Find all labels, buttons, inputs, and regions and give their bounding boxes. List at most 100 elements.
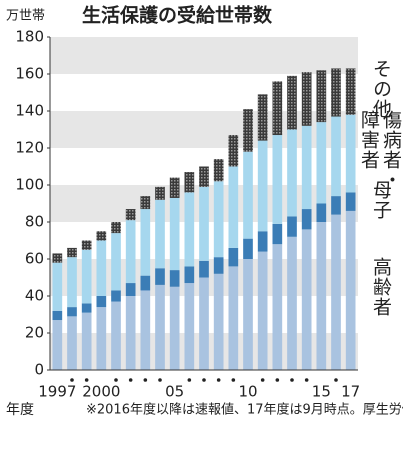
bar-segment [169, 270, 180, 287]
bar-segment [125, 209, 136, 221]
x-dot [231, 378, 236, 382]
x-dot [275, 378, 280, 382]
bar-segment [96, 240, 107, 296]
bar-segment [184, 283, 195, 370]
bar-segment [345, 114, 356, 193]
x-dot [304, 378, 309, 382]
bar-segment [272, 244, 283, 370]
bar-segment [67, 257, 77, 308]
grid-band [50, 111, 358, 148]
bar-segment [287, 129, 297, 217]
x-tick-label: 05 [165, 383, 184, 401]
bar-segment [52, 253, 63, 263]
bar-segment [140, 275, 151, 291]
y-tick-label: 140 [15, 102, 44, 120]
bar-segment [125, 296, 136, 370]
y-tick-label: 20 [25, 324, 44, 342]
note: ※2016年度以降は速報値、17年度は9月時点。厚生労働省の集計による [86, 402, 403, 418]
chart-title: 生活保護の受給世帯数 [82, 4, 273, 27]
y-tick-label: 40 [25, 287, 44, 305]
bar-segment [169, 197, 180, 271]
bar-segment [199, 277, 209, 370]
bar-segment [301, 125, 312, 210]
legend-label: その他 [370, 58, 392, 119]
y-tick-label: 80 [25, 213, 44, 231]
bar-segment [169, 177, 180, 198]
bar-segment [316, 122, 327, 204]
x-dot [260, 378, 265, 382]
bar-segment [243, 151, 253, 239]
x-dot [143, 378, 148, 382]
x-tick-label: 1997 [38, 383, 76, 401]
bar-segment [228, 247, 239, 267]
bar-segment [199, 166, 209, 187]
bar-segment [272, 223, 283, 245]
bar-segment [301, 229, 312, 370]
bar-segment [81, 303, 92, 313]
grid-band [50, 37, 358, 74]
bar-segment [184, 266, 195, 284]
y-tick-label: 180 [15, 28, 44, 46]
bar-segment [257, 251, 268, 370]
y-tick-label: 60 [25, 250, 44, 268]
legend-label: 傷病者・障害者 [358, 109, 402, 190]
bar-segment [213, 273, 224, 370]
bar-segment [52, 320, 63, 370]
bar-segment [228, 166, 239, 248]
bar-segment [155, 199, 165, 269]
y-unit: 万世帯 [6, 9, 45, 24]
y-tick-label: 0 [34, 361, 44, 379]
bar-segment [272, 135, 283, 224]
bar-segment [67, 247, 77, 258]
bar-segment [228, 266, 239, 370]
bar-segment [257, 231, 268, 252]
x-dot [114, 378, 118, 382]
legend-label: 高齢者 [370, 257, 392, 318]
x-dot [334, 378, 338, 382]
bar-segment [81, 240, 92, 250]
bar-segment [331, 68, 341, 117]
x-dot [216, 378, 221, 382]
x-dot [158, 378, 162, 382]
x-dot [290, 378, 294, 382]
bar-segment [125, 220, 136, 284]
bar-segment [125, 283, 136, 296]
x-dot [128, 378, 133, 382]
bar-segment [52, 310, 63, 321]
x-tick-label: 15 [312, 383, 331, 401]
bar-segment [257, 140, 268, 232]
bar-segment [287, 236, 297, 370]
y-tick-label: 120 [15, 139, 44, 157]
bar-segment [331, 214, 341, 370]
bar-segment [67, 316, 77, 370]
bar-segment [96, 296, 107, 308]
bar-segment [140, 196, 151, 210]
bar-segment [184, 192, 195, 267]
bar-segment [184, 172, 195, 193]
x-tick-label: 17 [341, 383, 360, 401]
bar-segment [111, 290, 121, 302]
bar-segment [243, 109, 253, 152]
bar-segment [111, 301, 121, 370]
bar-segment [287, 75, 297, 130]
bar-segment [140, 209, 151, 276]
bar-segment [169, 286, 180, 370]
bar-segment [213, 181, 224, 258]
bar-segment [96, 307, 107, 370]
bar-segment [111, 222, 121, 234]
bar-segment [140, 290, 151, 370]
bar-segment [155, 186, 165, 200]
bar-segment [96, 231, 107, 241]
bar-segment [199, 186, 209, 261]
bar-segment [287, 216, 297, 237]
bar-segment [345, 68, 356, 115]
bar-segment [155, 284, 165, 370]
bar-segment [52, 262, 63, 311]
y-tick-label: 100 [15, 176, 44, 194]
x-tick-label: 2000 [82, 383, 120, 401]
bar-segment [345, 192, 356, 211]
bar-segment [228, 135, 239, 167]
bar-segment [316, 203, 327, 222]
bar-segment [199, 260, 209, 278]
